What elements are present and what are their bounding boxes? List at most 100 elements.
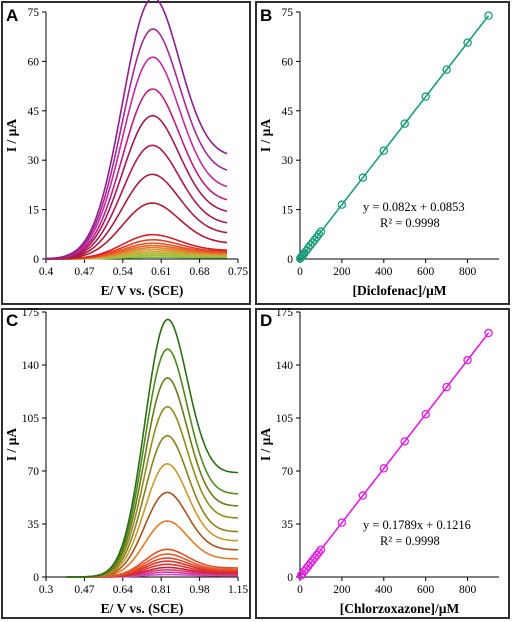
calibration-point [379,146,389,155]
x-tick-label: 0.64 [113,584,133,596]
y-tick-label: 15 [28,205,40,217]
panel-c: C 0 35 70 105 140 175 0.3 0.47 0.64 0.81 0.98 1.15 E/… [1,307,251,619]
y-tick-label: 140 [22,360,40,372]
voltammogram-curve [45,28,228,260]
y-tick-label: 75 [282,7,294,19]
y-tick-label: 45 [28,106,40,118]
x-tick-label: 0.81 [151,584,171,596]
y-tick-label: 70 [282,466,294,478]
x-axis-title: E/ V vs. (SCE) [101,283,184,298]
calibration-point [314,230,324,239]
y-tick-label: 15 [282,205,294,217]
voltammogram-curve [45,202,228,260]
calibration-point [463,38,472,47]
x-tick-label: 800 [459,584,477,596]
x-axis-title: E/ V vs. (SCE) [101,601,184,616]
y-tick-label: 0 [287,572,293,584]
panel-frame [255,308,510,619]
x-tick-label: 0.98 [190,584,210,596]
voltammogram-curve [45,233,228,260]
x-tick-label: 0.54 [113,266,133,278]
y-tick-label: 30 [282,155,294,167]
calibration-point [463,355,472,365]
calibration-point [337,200,347,209]
x-tick-label: 600 [417,266,435,278]
regression-equation: y = 0.1789x + 0.1216 [363,518,471,532]
panel-frame [1,1,251,305]
calibration-point [379,464,389,473]
y-tick-label: 35 [282,519,294,531]
calibration-point [484,11,493,20]
y-axis-title: I / µA [258,428,273,462]
x-tick-label: 0.47 [74,584,94,596]
panel-a: A 0 15 30 45 60 75 0.4 0.47 0.54 0.61 0.68 0.75 E/ V … [1,0,251,305]
y-tick-label: 175 [22,307,40,319]
calibration-point [400,437,409,446]
x-tick-label: 600 [417,584,435,596]
x-tick-label: 0 [297,266,303,278]
voltammogram-curve [45,88,228,260]
y-axis-title: I / µA [4,119,19,153]
x-axis-title: [Diclofenac]/µM [353,283,447,298]
panel-d: D 0 35 70 105 140 175 0 200 400 600 800 [Chlorzoxazo… [255,307,510,619]
y-tick-label: 140 [276,360,294,372]
x-tick-label: 200 [333,584,351,596]
calibration-point [308,238,317,247]
y-tick-label: 0 [33,572,39,584]
y-tick-label: 30 [28,155,40,167]
x-tick-label: 1.15 [228,584,248,596]
calibration-point [421,409,430,419]
y-tick-label: 105 [276,413,294,425]
x-tick-label: 400 [375,584,393,596]
panel-letter: D [260,311,272,330]
x-tick-label: 0.68 [190,266,210,278]
x-tick-label: 0.61 [151,266,171,278]
regression-line [299,332,490,578]
panel-letter: C [6,311,18,330]
calibration-point [358,173,368,182]
voltammogram-curve [45,0,228,260]
calibration-point [316,545,326,554]
y-tick-label: 35 [28,519,40,531]
x-tick-label: 0 [297,584,303,596]
y-axis-title: I / µA [258,119,273,153]
y-tick-label: 70 [28,466,40,478]
y-tick-label: 105 [22,413,40,425]
voltammogram-curve [66,318,239,578]
regression-equation: y = 0.082x + 0.0853 [363,200,465,214]
y-tick-label: 0 [33,254,39,266]
calibration-point [316,227,326,236]
calibration-point [400,119,409,128]
calibration-point [442,65,451,74]
calibration-point [484,328,493,338]
y-tick-label: 45 [282,106,294,118]
calibration-point [297,251,307,261]
x-axis-title: [Chlorzoxazone]/µM [340,601,460,616]
y-tick-label: 60 [28,56,40,68]
calibration-point [310,235,319,245]
panel-letter: A [6,6,18,25]
y-tick-label: 60 [282,56,294,68]
r-squared: R² = 0.9998 [380,216,440,230]
r-squared: R² = 0.9998 [380,534,440,548]
voltammogram-curve [45,144,228,260]
y-axis-title: I / µA [4,428,19,462]
calibration-point [358,491,368,500]
calibration-point [299,249,309,258]
panel-frame [1,308,251,619]
x-tick-label: 0.47 [74,266,94,278]
calibration-point [421,92,430,101]
calibration-point [308,556,317,565]
calibration-point [337,518,347,527]
x-tick-label: 0.3 [39,584,54,596]
y-tick-label: 175 [276,307,294,319]
calibration-point [442,382,451,392]
x-tick-label: 800 [459,266,477,278]
regression-line [299,15,490,260]
x-tick-label: 200 [333,266,351,278]
panel-b: B 0 15 30 45 60 75 0 200 400 600 800 [Diclofenac]/µM… [255,1,510,305]
y-tick-label: 0 [287,254,293,266]
voltammogram-curve [45,173,228,260]
